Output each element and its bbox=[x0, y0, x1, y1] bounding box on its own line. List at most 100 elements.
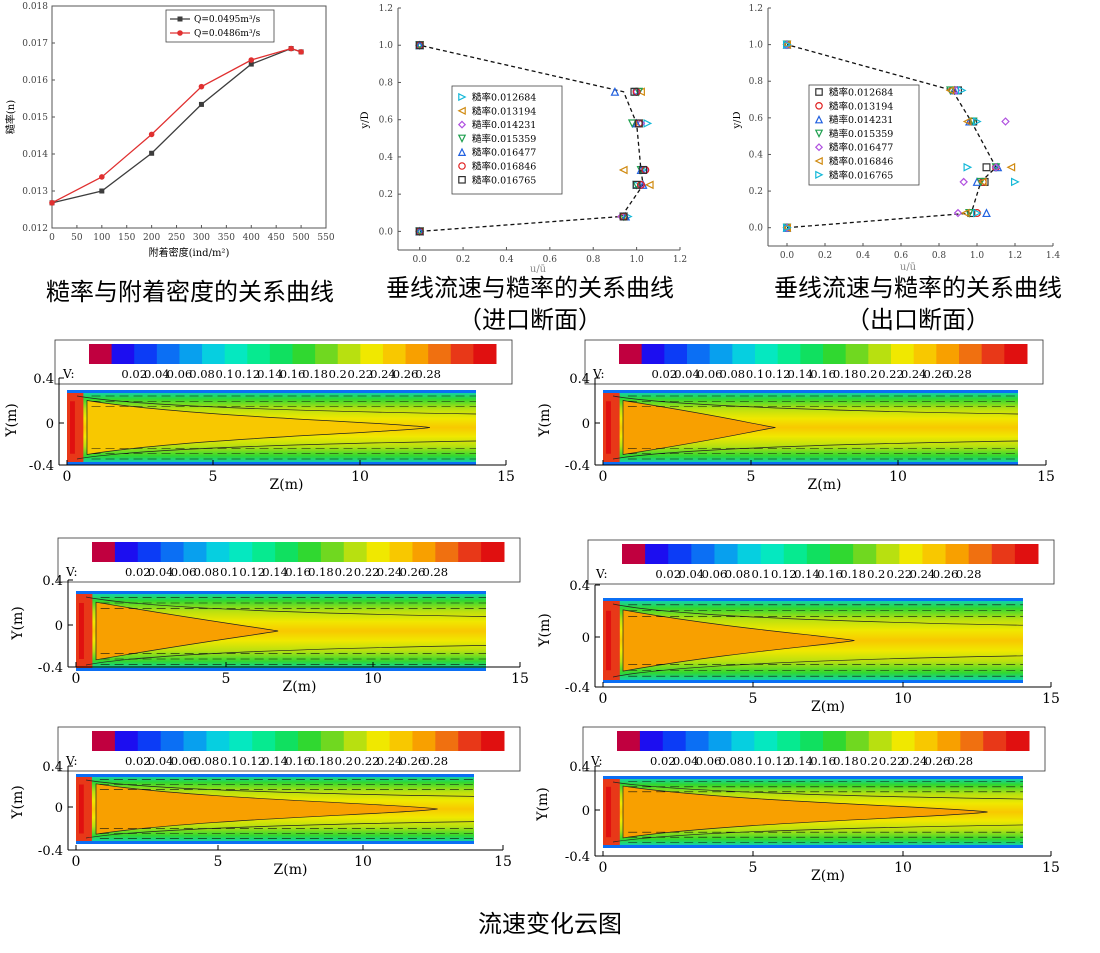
colorbar-tick-label: 0.28 bbox=[415, 367, 441, 381]
data-point-square bbox=[198, 101, 204, 107]
contour-line bbox=[612, 395, 1019, 415]
colorbar-swatch bbox=[687, 344, 711, 364]
marker-circle bbox=[815, 102, 823, 110]
data-point-circle bbox=[198, 83, 205, 90]
colorbar-tick-label: 0.08 bbox=[194, 565, 220, 579]
colorbar-swatch bbox=[412, 731, 436, 751]
y-tick-label: 0.6 bbox=[379, 116, 394, 126]
colorbar-tick-label: 0.1 bbox=[220, 754, 238, 768]
wall-top bbox=[76, 591, 486, 594]
colorbar-swatch bbox=[845, 731, 870, 751]
x-axis-label: 附着密度(ind/m²) bbox=[149, 246, 230, 259]
colorbar-tick-label: 0.26 bbox=[400, 754, 426, 768]
x-tick-label: 1.0 bbox=[970, 251, 985, 261]
marker-square bbox=[415, 41, 424, 50]
colorbar-tick-label: 0.04 bbox=[679, 567, 705, 581]
colorbar-tick-label: 0.2 bbox=[860, 754, 878, 768]
velocity-contour-panel-6: V: 0.020.040.060.08 0.1 0.120.140.160.18 0.2… bbox=[535, 726, 1060, 884]
colorbar-tick-label: 0.14 bbox=[257, 367, 283, 381]
x-tick-label: 250 bbox=[168, 233, 185, 243]
x-tick-label: 1.2 bbox=[673, 255, 687, 265]
colorbar-tick-label: 0.18 bbox=[302, 367, 328, 381]
colorbar-swatch bbox=[206, 731, 230, 751]
colorbar-swatch bbox=[292, 344, 316, 364]
x-axis-label: Z(m) bbox=[274, 862, 308, 878]
marker-tri-right bbox=[458, 92, 467, 102]
colorbar-swatch bbox=[382, 344, 407, 364]
x-tick-label: 10 bbox=[364, 671, 382, 687]
colorbar-tick-label: 0.12 bbox=[239, 565, 265, 579]
velocity-core bbox=[622, 400, 776, 455]
colorbar-swatch bbox=[389, 731, 413, 751]
colorbar-swatch bbox=[868, 344, 892, 364]
y-tick-label: 0.4 bbox=[569, 579, 590, 594]
colorbar-tick-label: 0.14 bbox=[787, 754, 813, 768]
colorbar-swatch bbox=[691, 544, 715, 564]
colorbar-tick-label: 0.28 bbox=[956, 567, 982, 581]
series-line-1 bbox=[51, 47, 302, 204]
x-tick-label: 0 bbox=[72, 671, 81, 687]
x-tick-label: 10 bbox=[354, 854, 372, 870]
x-tick-label: 200 bbox=[143, 233, 160, 243]
colorbar-tick-label: 0.16 bbox=[280, 367, 306, 381]
marker-square bbox=[458, 176, 466, 184]
colorbar-label: V: bbox=[62, 367, 75, 381]
inlet-jet-core bbox=[606, 786, 612, 838]
wall-bottom bbox=[67, 462, 476, 465]
velocity-core bbox=[95, 601, 279, 661]
legend-label: 糙率0.016765 bbox=[829, 169, 893, 181]
velocity-contour-panel-4: V: 0.020.040.060.08 0.1 0.120.140.160.18 0.2… bbox=[537, 539, 1060, 715]
colorbar-swatch bbox=[366, 731, 391, 751]
colorbar-tick-label: 0.06 bbox=[171, 565, 197, 579]
colorbar-tick-label: 0.16 bbox=[285, 565, 311, 579]
colorbar-swatch bbox=[731, 731, 755, 751]
legend-label: 糙率0.013194 bbox=[472, 105, 536, 117]
colorbar-swatch bbox=[298, 542, 322, 562]
colorbar-tick-label: 0.04 bbox=[148, 565, 174, 579]
colorbar-swatch bbox=[913, 344, 937, 364]
colorbar-swatch bbox=[664, 344, 688, 364]
colorbar-label: V: bbox=[65, 754, 78, 768]
y-tick-label: 0.2 bbox=[749, 187, 763, 197]
colorbar-tick-label: 0.26 bbox=[925, 754, 951, 768]
contour-line bbox=[76, 395, 477, 415]
mean-profile-line bbox=[419, 44, 644, 233]
colorbar-swatch bbox=[92, 731, 116, 751]
contour-line bbox=[612, 824, 1024, 843]
marker-square bbox=[815, 88, 823, 96]
colorbar-tick-label: 0.04 bbox=[148, 754, 174, 768]
contour-line bbox=[612, 440, 1019, 460]
legend-label: 糙率0.015359 bbox=[829, 128, 893, 140]
colorbar-swatch bbox=[160, 731, 185, 751]
marker-tri-up bbox=[814, 115, 824, 124]
colorbar-tick-label: 0.12 bbox=[764, 754, 790, 768]
caption-inlet-subtitle: （进口断面） bbox=[458, 306, 602, 334]
marker-square bbox=[639, 165, 648, 174]
colorbar-tick-label: 0.08 bbox=[194, 754, 220, 768]
data-point-circle bbox=[99, 174, 105, 180]
x-tick-label: 10 bbox=[889, 469, 907, 485]
y-axis-label: Y(m) bbox=[4, 403, 20, 437]
colorbar-swatch bbox=[708, 731, 732, 751]
marker-square bbox=[982, 163, 991, 172]
x-tick-label: 1.0 bbox=[629, 255, 644, 265]
marker-diamond bbox=[814, 143, 824, 152]
colorbar-swatch bbox=[92, 542, 116, 562]
colorbar-tick-label: 0.26 bbox=[393, 367, 419, 381]
data-point-square bbox=[248, 61, 254, 67]
caption-outlet-profile: 垂线流速与糙率的关系曲线 （出口断面） bbox=[758, 272, 1078, 336]
contour-line bbox=[85, 779, 475, 797]
x-axis-label: Z(m) bbox=[811, 868, 845, 884]
colorbar-swatch bbox=[760, 544, 785, 564]
y-tick-label: -0.4 bbox=[29, 459, 54, 474]
legend-label: Q=0.0486m³/s bbox=[194, 29, 261, 39]
marker-square bbox=[619, 212, 628, 221]
marker-tri-up bbox=[457, 147, 467, 156]
velocity-contour-panel-3: V: 0.020.040.060.08 0.1 0.120.140.160.18 0.2… bbox=[10, 537, 528, 695]
x-tick-label: 500 bbox=[292, 233, 309, 243]
colorbar-swatch bbox=[183, 731, 207, 751]
marker-tri-left bbox=[644, 180, 654, 190]
colorbar-tick-label: 0.1 bbox=[746, 367, 764, 381]
x-tick-label: 0 bbox=[599, 469, 608, 485]
